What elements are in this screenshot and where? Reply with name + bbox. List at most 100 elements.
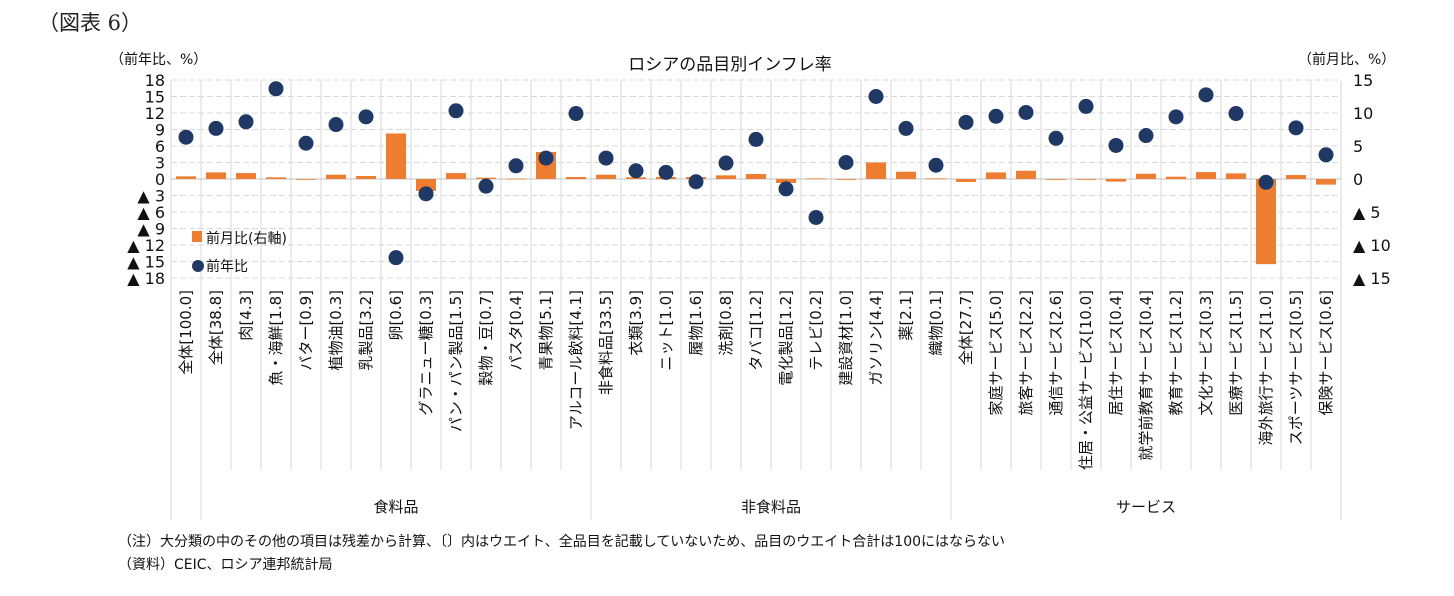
category-label: 魚・海鮮[1.8] xyxy=(267,290,285,386)
category-label: 家庭サービス[5.0] xyxy=(987,290,1005,416)
note: （注）大分類の中のその他の項目は残差から計算、〔〕内はウエイト、全品目を記載して… xyxy=(118,534,1006,550)
dot-yoy xyxy=(628,163,644,179)
left-tick-label: 12 xyxy=(145,104,165,123)
left-tick-label: 15 xyxy=(145,88,165,107)
category-label: 履物[1.6] xyxy=(687,290,705,356)
dot-yoy xyxy=(778,181,794,197)
category-label: 旅客サービス[2.2] xyxy=(1017,290,1035,416)
bar-mom xyxy=(716,175,736,179)
dot-yoy xyxy=(388,250,404,266)
dot-yoy xyxy=(298,135,314,151)
dot-yoy xyxy=(238,114,254,130)
legend-label-yoy: 前年比 xyxy=(206,258,248,275)
bar-mom xyxy=(176,176,196,179)
dot-yoy xyxy=(1318,147,1334,163)
category-label: 就学前教育サービス[0.4] xyxy=(1137,290,1155,461)
category-label: 卵[0.6] xyxy=(387,290,405,341)
category-label: 衣類[3.9] xyxy=(627,290,645,356)
right-tick-label: ▲ 5 xyxy=(1353,203,1381,222)
dot-yoy xyxy=(1168,109,1184,125)
bar-mom xyxy=(896,171,916,179)
category-label: パン・パン製品[1.5] xyxy=(447,290,465,432)
group-label: 非食料品 xyxy=(741,498,801,516)
dot-yoy xyxy=(988,108,1004,124)
chart-title: ロシアの品目別インフレ率 xyxy=(628,55,832,75)
bar-mom xyxy=(236,173,256,179)
category-label: 穀物・豆[0.7] xyxy=(477,290,495,386)
category-label: 居住サービス[0.4] xyxy=(1107,290,1125,416)
category-label: 電化製品[1.2] xyxy=(777,290,795,386)
bar-mom xyxy=(1166,176,1186,179)
category-label: 全体[100.0] xyxy=(177,290,195,375)
left-tick-label: 0 xyxy=(155,170,165,189)
category-label: ニット[1.0] xyxy=(657,290,675,371)
dot-yoy xyxy=(328,117,344,133)
left-tick-label: ▲ 9 xyxy=(137,220,165,239)
category-label: 肉[4.3] xyxy=(237,290,255,341)
category-label: グラニュー糖[0.3] xyxy=(417,290,435,416)
dot-yoy xyxy=(358,109,374,125)
legend: 前月比(右軸) 前年比 xyxy=(192,230,287,275)
category-label: 住居・公益サービス[10.0] xyxy=(1077,290,1095,470)
bar-mom xyxy=(836,179,856,180)
bar-mom xyxy=(1076,179,1096,180)
bar-mom xyxy=(1046,179,1066,180)
bar-mom xyxy=(1106,179,1126,182)
left-tick-label: 9 xyxy=(155,121,165,140)
bar-mom xyxy=(956,179,976,182)
left-tick-label: ▲ 6 xyxy=(137,203,165,222)
right-tick-label: 0 xyxy=(1353,170,1363,189)
right-tick-label: ▲ 15 xyxy=(1353,269,1391,288)
left-tick-label: 6 xyxy=(155,137,165,156)
bar-mom xyxy=(986,172,1006,179)
left-tick-label: ▲ 3 xyxy=(137,187,165,206)
dot-yoy xyxy=(418,186,434,202)
dot-yoy xyxy=(1108,137,1124,153)
dot-yoy xyxy=(1048,130,1064,146)
category-label: 全体[38.8] xyxy=(207,290,225,365)
category-label: 植物油[0.3] xyxy=(327,290,345,371)
category-label: 乳製品[3.2] xyxy=(357,290,375,371)
bar-mom xyxy=(566,177,586,179)
bar-mom xyxy=(866,162,886,179)
left-tick-label: ▲ 15 xyxy=(127,253,165,272)
source: （資料）CEIC、ロシア連邦統計局 xyxy=(118,557,333,573)
legend-swatch-mom xyxy=(192,231,202,242)
bar-mom xyxy=(926,178,946,180)
dot-yoy xyxy=(598,150,614,166)
right-axis-label: （前月比、%） xyxy=(1298,51,1395,68)
dot-yoy xyxy=(1258,174,1274,190)
category-label: ガソリン[4.4] xyxy=(867,290,885,386)
category-label: 海外旅行サービス[1.0] xyxy=(1257,290,1275,446)
bar-mom xyxy=(776,179,796,183)
bar-mom xyxy=(1136,173,1156,179)
category-label: 青果物[5.1] xyxy=(537,290,555,371)
dot-yoy xyxy=(688,174,704,190)
legend-swatch-yoy xyxy=(192,260,204,272)
dot-yoy xyxy=(178,129,194,145)
bar-mom xyxy=(746,174,766,179)
category-label: 医療サービス[1.5] xyxy=(1227,290,1245,416)
group-label: 食料品 xyxy=(373,498,418,516)
dot-yoy xyxy=(268,81,284,97)
category-label: パスタ[0.4] xyxy=(507,290,525,371)
right-tick-label: 15 xyxy=(1353,71,1373,90)
dot-yoy xyxy=(868,89,884,104)
bar-mom xyxy=(506,178,526,180)
category-label: アルコール飲料[4.1] xyxy=(567,290,585,430)
bar-mom xyxy=(1016,170,1036,179)
bar-mom xyxy=(326,174,346,179)
legend-label-mom: 前月比(右軸) xyxy=(206,230,287,247)
bar-mom xyxy=(356,176,376,179)
dot-yoy xyxy=(1288,120,1304,136)
dot-yoy xyxy=(568,106,584,122)
bar-mom xyxy=(1316,179,1336,185)
category-label: 非食料品[33.5] xyxy=(597,290,615,395)
dot-yoy xyxy=(208,120,224,136)
bar-mom xyxy=(416,179,436,191)
dot-yoy xyxy=(478,178,494,194)
dot-yoy xyxy=(808,210,824,225)
bar-mom xyxy=(1226,173,1246,179)
dot-yoy xyxy=(538,150,554,166)
